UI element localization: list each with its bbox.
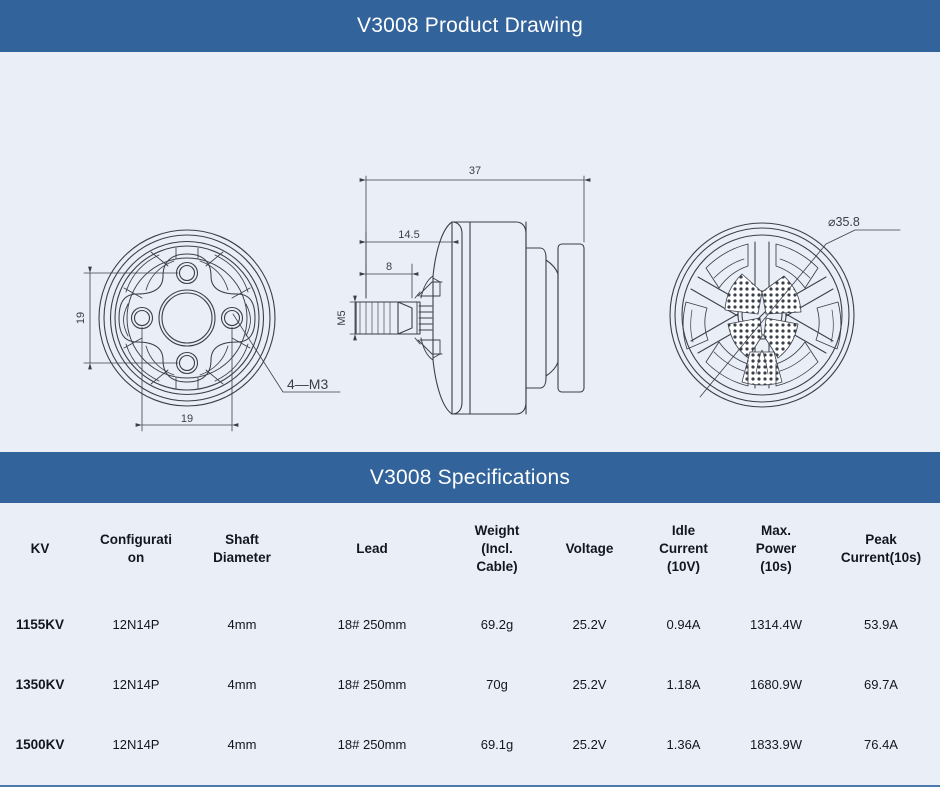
column-header-configuration: Configurati on — [100, 531, 172, 565]
front-view-dim-horizontal: 19 — [181, 413, 193, 425]
front-view-dim-vertical: 19 — [75, 312, 87, 324]
specs-banner-title: V3008 Specifications — [369, 465, 571, 489]
cell-voltage: 25.2V — [572, 617, 607, 633]
cell-shaft-diameter: 4mm — [227, 737, 257, 753]
cell-weight: 69.2g — [480, 617, 514, 633]
cell-shaft-diameter: 4mm — [227, 617, 257, 633]
cell-lead: 18# 250mm — [337, 677, 407, 693]
side-view-drawing: 37 14.5 8 — [336, 165, 591, 415]
cell-kv: 1500KV — [15, 736, 65, 752]
product-drawing-area: 19 19 4—M3 — [0, 52, 940, 452]
cell-weight: 69.1g — [480, 737, 514, 753]
cell-voltage: 25.2V — [572, 737, 607, 753]
cell-peak-current: 53.9A — [864, 617, 898, 633]
column-header-idle-current: Idle Current (10V) — [659, 522, 708, 575]
technical-drawing-svg: 19 19 4—M3 — [75, 165, 901, 432]
rear-view-callout-diameter: ⌀35.8 — [828, 215, 860, 229]
cell-lead: 18# 250mm — [337, 737, 407, 753]
column-header-peak-current: Peak Current(10s) — [840, 531, 922, 565]
cell-idle-current: 1.36A — [666, 737, 701, 753]
cell-max-power: 1314.4W — [749, 617, 803, 633]
side-view-dim-shaft-length: 8 — [386, 261, 392, 273]
cell-kv: 1155KV — [15, 616, 65, 632]
side-view-dim-body-offset: 14.5 — [398, 229, 419, 241]
rear-view-drawing: ⌀35.8 — [669, 215, 901, 408]
cell-idle-current: 0.94A — [666, 617, 701, 633]
column-header-voltage: Voltage — [565, 540, 614, 556]
cell-lead: 18# 250mm — [337, 617, 407, 633]
cell-max-power: 1833.9W — [749, 737, 803, 753]
cell-configuration: 12N14P — [112, 737, 160, 753]
cell-shaft-diameter: 4mm — [227, 677, 257, 693]
cell-peak-current: 76.4A — [864, 737, 898, 753]
cell-peak-current: 69.7A — [864, 677, 898, 693]
cell-max-power: 1680.9W — [749, 677, 803, 693]
table-row: 1500KV 12N14P 4mm 18# 250mm 69.1g 25.2V … — [0, 715, 940, 775]
table-row: 1350KV 12N14P 4mm 18# 250mm 70g 25.2V 1.… — [0, 655, 940, 715]
specs-banner: V3008 Specifications — [0, 452, 940, 503]
specifications-table: KV Configurati on Shaft Diameter Lead We… — [0, 503, 940, 787]
drawing-banner-title: V3008 Product Drawing — [357, 14, 583, 37]
front-view-callout-holes: 4—M3 — [287, 376, 328, 392]
cell-configuration: 12N14P — [112, 617, 160, 633]
front-view-drawing: 19 19 4—M3 — [75, 229, 341, 432]
column-header-lead: Lead — [356, 540, 388, 556]
cell-kv: 1350KV — [15, 676, 65, 692]
column-header-shaft-diameter: Shaft Diameter — [213, 531, 271, 565]
cell-weight: 70g — [486, 677, 508, 693]
cell-idle-current: 1.18A — [666, 677, 701, 693]
side-view-label-thread: M5 — [336, 310, 348, 325]
column-header-weight: Weight (Incl. Cable) — [474, 522, 520, 575]
cell-configuration: 12N14P — [112, 677, 160, 693]
table-header-row: KV Configurati on Shaft Diameter Lead We… — [0, 503, 940, 595]
column-header-kv: KV — [30, 540, 50, 556]
column-header-max-power: Max. Power (10s) — [755, 522, 797, 575]
drawing-banner: V3008 Product Drawing — [0, 0, 940, 52]
table-row: 1155KV 12N14P 4mm 18# 250mm 69.2g 25.2V … — [0, 595, 940, 655]
cell-voltage: 25.2V — [572, 677, 607, 693]
side-view-dim-total-length: 37 — [469, 165, 481, 177]
